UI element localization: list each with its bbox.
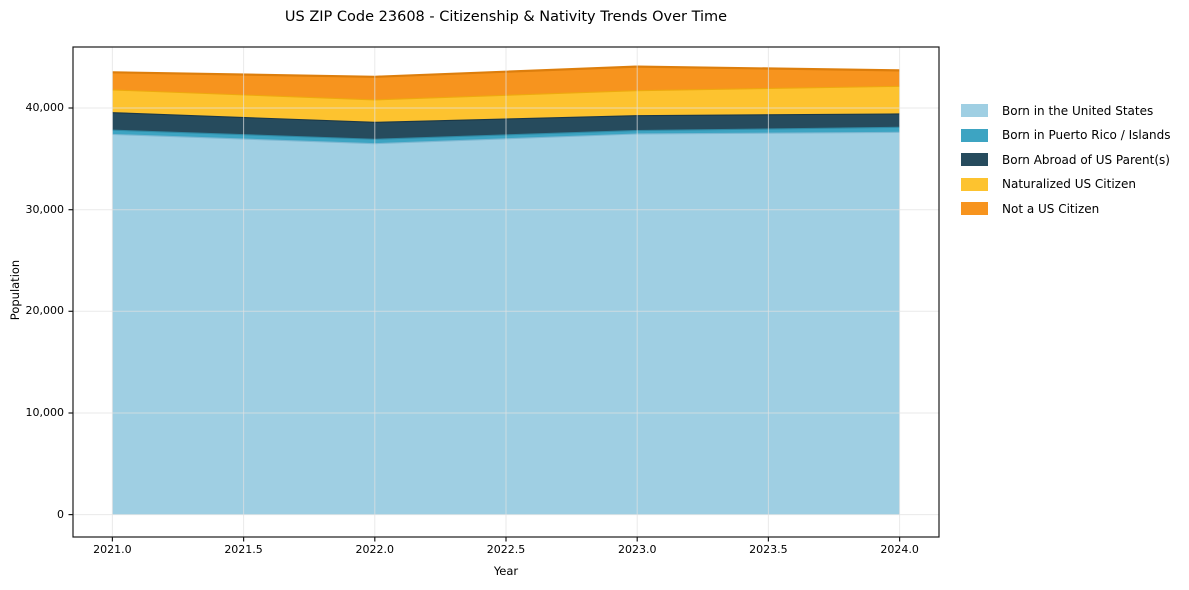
x-tick-label: 2023.0	[617, 543, 657, 556]
y-tick-label: 10,000	[25, 405, 65, 419]
legend-swatch-icon	[961, 128, 988, 142]
chart-title: US ZIP Code 23608 - Citizenship & Nativi…	[284, 9, 728, 25]
y-tick-label: 30,000	[25, 202, 65, 216]
legend-swatch-icon	[961, 202, 988, 215]
legend-swatch-icon	[961, 104, 988, 117]
x-tick-label: 2021.5	[224, 543, 263, 556]
legend-row: Not a US Citizen	[961, 201, 1171, 216]
x-tick-label: 2022.5	[486, 543, 526, 556]
legend-row: Born Abroad of US Parent(s)	[961, 152, 1171, 167]
x-axis-label: Year	[493, 564, 519, 578]
legend-label: Naturalized US Citizen	[1002, 177, 1136, 191]
y-tick-label: 20,000	[25, 304, 65, 318]
x-tick-label: 2023.5	[749, 543, 788, 556]
y-tick-label: 40,000	[25, 100, 65, 114]
x-tick-label: 2021.0	[93, 543, 132, 556]
legend-label: Born in the United States	[1002, 103, 1154, 118]
legend-row: Naturalized US Citizen	[961, 177, 1171, 191]
x-tick-label: 2024.0	[880, 543, 919, 556]
y-tick-label: 0	[57, 507, 64, 521]
legend-row: Born in the United States	[961, 103, 1171, 118]
x-tick-label: 2022.0	[355, 543, 395, 556]
legend-swatch-icon	[961, 177, 988, 191]
legend: Born in the United States Born in Puerto …	[961, 104, 1171, 227]
legend-label: Born in Puerto Rico / Islands	[1002, 128, 1171, 142]
legend-swatch-icon	[961, 153, 988, 166]
legend-label: Not a US Citizen	[1002, 201, 1100, 216]
legend-row: Born in Puerto Rico / Islands	[961, 128, 1171, 142]
legend-label: Born Abroad of US Parent(s)	[1002, 152, 1170, 167]
